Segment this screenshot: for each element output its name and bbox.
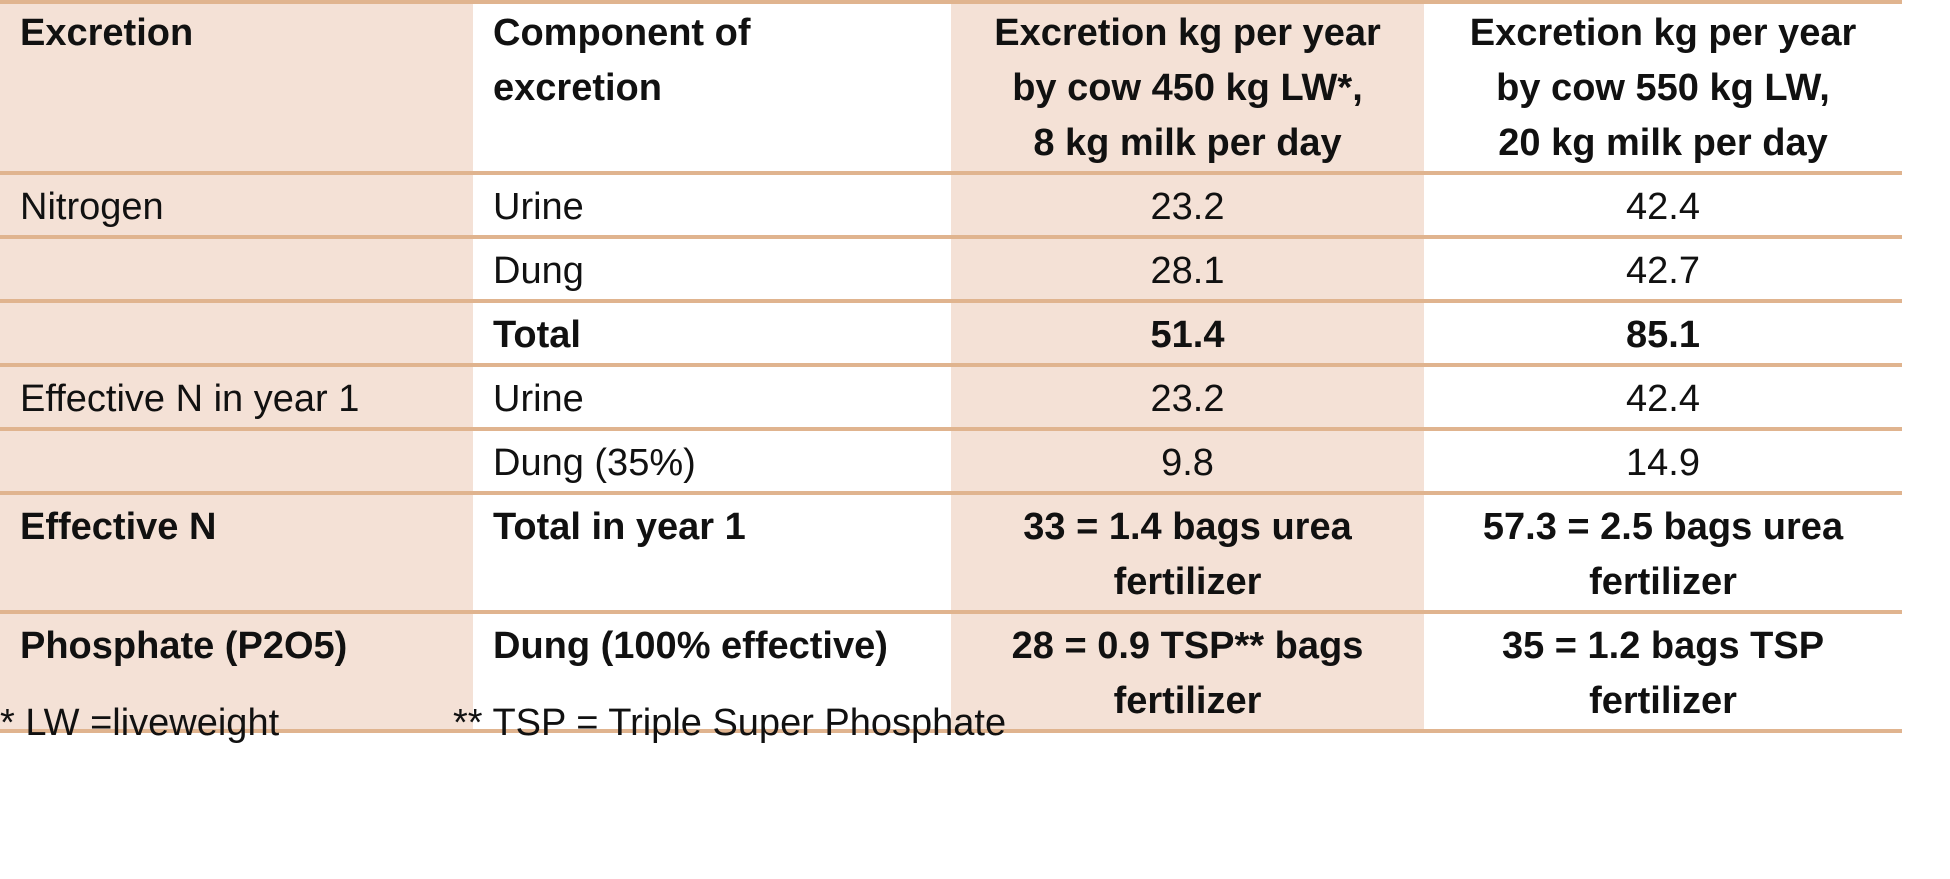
cell-cow-450: 28 = 0.9 TSP** bags fertilizer [951,612,1424,733]
cell-component: Dung (100% effective) [473,612,951,733]
cell-cow-550: 85.1 [1424,301,1902,367]
footnote-liveweight: * LW =liveweight [0,702,280,744]
excretion-table: Excretion Component of excretion Excreti… [0,0,1902,733]
excretion-table-container: Excretion Component of excretion Excreti… [0,0,1902,733]
cell-cow-550: 42.7 [1424,237,1902,303]
cell-cow-550: 42.4 [1424,173,1902,239]
table-row: Effective N in year 1 Urine 23.2 42.4 [0,365,1902,431]
cell-cow-450: 28.1 [951,237,1424,303]
table-row-phosphate: Phosphate (P2O5) Dung (100% effective) 2… [0,612,1902,733]
cell-excretion: Nitrogen [0,173,473,239]
cell-cow-550: 42.4 [1424,365,1902,431]
header-excretion: Excretion [0,0,473,175]
table-row: Nitrogen Urine 23.2 42.4 [0,173,1902,239]
cell-excretion: Phosphate (P2O5) [0,612,473,733]
cell-excretion [0,237,473,303]
cell-cow-550: 57.3 = 2.5 bags urea fertilizer [1424,493,1902,614]
header-component: Component of excretion [473,0,951,175]
cell-cow-450: 9.8 [951,429,1424,495]
cell-component: Total in year 1 [473,493,951,614]
table-row-effective-n: Effective N Total in year 1 33 = 1.4 bag… [0,493,1902,614]
header-cow-550: Excretion kg per year by cow 550 kg LW, … [1424,0,1902,175]
cell-cow-450: 33 = 1.4 bags urea fertilizer [951,493,1424,614]
header-cow-450: Excretion kg per year by cow 450 kg LW*,… [951,0,1424,175]
table-header-row: Excretion Component of excretion Excreti… [0,0,1902,175]
cell-component: Dung [473,237,951,303]
cell-excretion: Effective N in year 1 [0,365,473,431]
cell-component: Urine [473,173,951,239]
cell-cow-450: 23.2 [951,365,1424,431]
cell-component: Dung (35%) [473,429,951,495]
cell-excretion [0,429,473,495]
table-row: Dung (35%) 9.8 14.9 [0,429,1902,495]
cell-cow-450: 51.4 [951,301,1424,367]
cell-component: Total [473,301,951,367]
cell-component: Urine [473,365,951,431]
cell-cow-550: 14.9 [1424,429,1902,495]
footnote-tsp: ** TSP = Triple Super Phosphate [453,702,1007,744]
cell-excretion: Effective N [0,493,473,614]
table-row-total: Total 51.4 85.1 [0,301,1902,367]
cell-excretion [0,301,473,367]
cell-cow-450: 23.2 [951,173,1424,239]
cell-cow-550: 35 = 1.2 bags TSP fertilizer [1424,612,1902,733]
table-row: Dung 28.1 42.7 [0,237,1902,303]
